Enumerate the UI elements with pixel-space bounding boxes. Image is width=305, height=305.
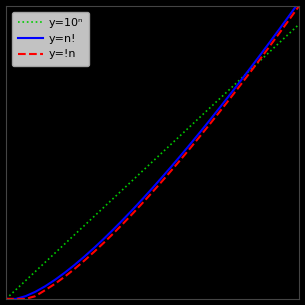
y=n!	[287, 14, 291, 18]
y=10ⁿ	[170, 142, 174, 145]
Line: y=n!: y=n!	[6, 2, 299, 299]
y=!n	[102, 241, 106, 245]
y=10ⁿ	[121, 187, 125, 191]
y=!n	[73, 267, 76, 271]
y=n!	[170, 164, 174, 167]
y=!n	[219, 109, 223, 112]
y=n!	[209, 117, 213, 120]
y=!n	[112, 231, 115, 235]
y=10ⁿ	[287, 32, 291, 35]
y=n!	[131, 207, 135, 211]
y=10ⁿ	[82, 224, 86, 228]
y=n!	[121, 218, 125, 221]
y=!n	[92, 250, 96, 254]
y=10ⁿ	[34, 270, 37, 273]
y=!n	[209, 121, 213, 124]
y=!n	[82, 259, 86, 263]
Line: y=10ⁿ: y=10ⁿ	[6, 24, 299, 299]
y=!n	[229, 96, 232, 100]
y=!n	[151, 190, 154, 194]
y=10ⁿ	[43, 260, 47, 264]
y=!n	[199, 133, 203, 136]
y=10ⁿ	[102, 206, 106, 209]
y=!n	[278, 31, 281, 35]
Line: y=!n: y=!n	[6, 6, 299, 299]
y=!n	[53, 282, 57, 286]
y=10ⁿ	[209, 105, 213, 109]
y=10ⁿ	[297, 23, 301, 26]
y=!n	[121, 222, 125, 225]
y=10ⁿ	[73, 233, 76, 237]
y=10ⁿ	[180, 132, 184, 136]
y=!n	[131, 211, 135, 215]
y=!n	[258, 58, 262, 61]
y=!n	[141, 201, 145, 205]
y=n!	[92, 246, 96, 250]
y=n!	[190, 141, 193, 144]
y=n!	[239, 79, 242, 83]
y=n!	[229, 92, 232, 96]
y=10ⁿ	[219, 96, 223, 99]
y=!n	[34, 294, 37, 298]
y=10ⁿ	[14, 288, 18, 292]
y=n!	[112, 228, 115, 231]
y=n!	[258, 54, 262, 57]
y=10ⁿ	[141, 169, 145, 173]
y=!n	[24, 297, 27, 301]
y=!n	[190, 145, 193, 148]
y=n!	[4, 297, 8, 301]
y=n!	[14, 297, 18, 301]
y=n!	[219, 104, 223, 108]
y=n!	[63, 271, 66, 275]
y=n!	[102, 237, 106, 241]
y=10ⁿ	[112, 196, 115, 200]
y=n!	[297, 0, 301, 4]
y=n!	[151, 186, 154, 190]
y=!n	[287, 18, 291, 22]
y=n!	[34, 290, 37, 294]
y=n!	[199, 129, 203, 132]
y=10ⁿ	[268, 50, 271, 54]
y=n!	[160, 175, 164, 179]
y=n!	[141, 197, 145, 201]
y=10ⁿ	[278, 41, 281, 45]
y=10ⁿ	[190, 123, 193, 127]
y=n!	[278, 27, 281, 31]
y=10ⁿ	[151, 160, 154, 163]
y=n!	[82, 255, 86, 259]
y=10ⁿ	[258, 59, 262, 63]
y=10ⁿ	[24, 279, 27, 282]
y=n!	[268, 41, 271, 44]
y=!n	[160, 179, 164, 183]
y=!n	[239, 83, 242, 87]
y=10ⁿ	[248, 68, 252, 72]
y=10ⁿ	[199, 114, 203, 118]
y=10ⁿ	[63, 242, 66, 246]
Legend: y=10ⁿ, y=n!, y=!n: y=10ⁿ, y=n!, y=!n	[12, 12, 89, 66]
y=n!	[180, 152, 184, 156]
y=10ⁿ	[229, 87, 232, 90]
y=n!	[53, 278, 57, 282]
y=!n	[268, 45, 271, 48]
y=n!	[248, 66, 252, 70]
y=10ⁿ	[160, 151, 164, 154]
y=!n	[297, 4, 301, 8]
y=10ⁿ	[131, 178, 135, 182]
y=10ⁿ	[239, 77, 242, 81]
y=!n	[4, 297, 8, 301]
y=10ⁿ	[92, 215, 96, 218]
y=n!	[73, 263, 76, 267]
y=!n	[43, 288, 47, 292]
y=10ⁿ	[4, 297, 8, 301]
y=!n	[180, 156, 184, 160]
y=n!	[24, 294, 27, 298]
y=!n	[63, 275, 66, 278]
y=!n	[248, 70, 252, 74]
y=n!	[43, 285, 47, 288]
y=10ⁿ	[53, 251, 57, 255]
y=!n	[170, 168, 174, 171]
